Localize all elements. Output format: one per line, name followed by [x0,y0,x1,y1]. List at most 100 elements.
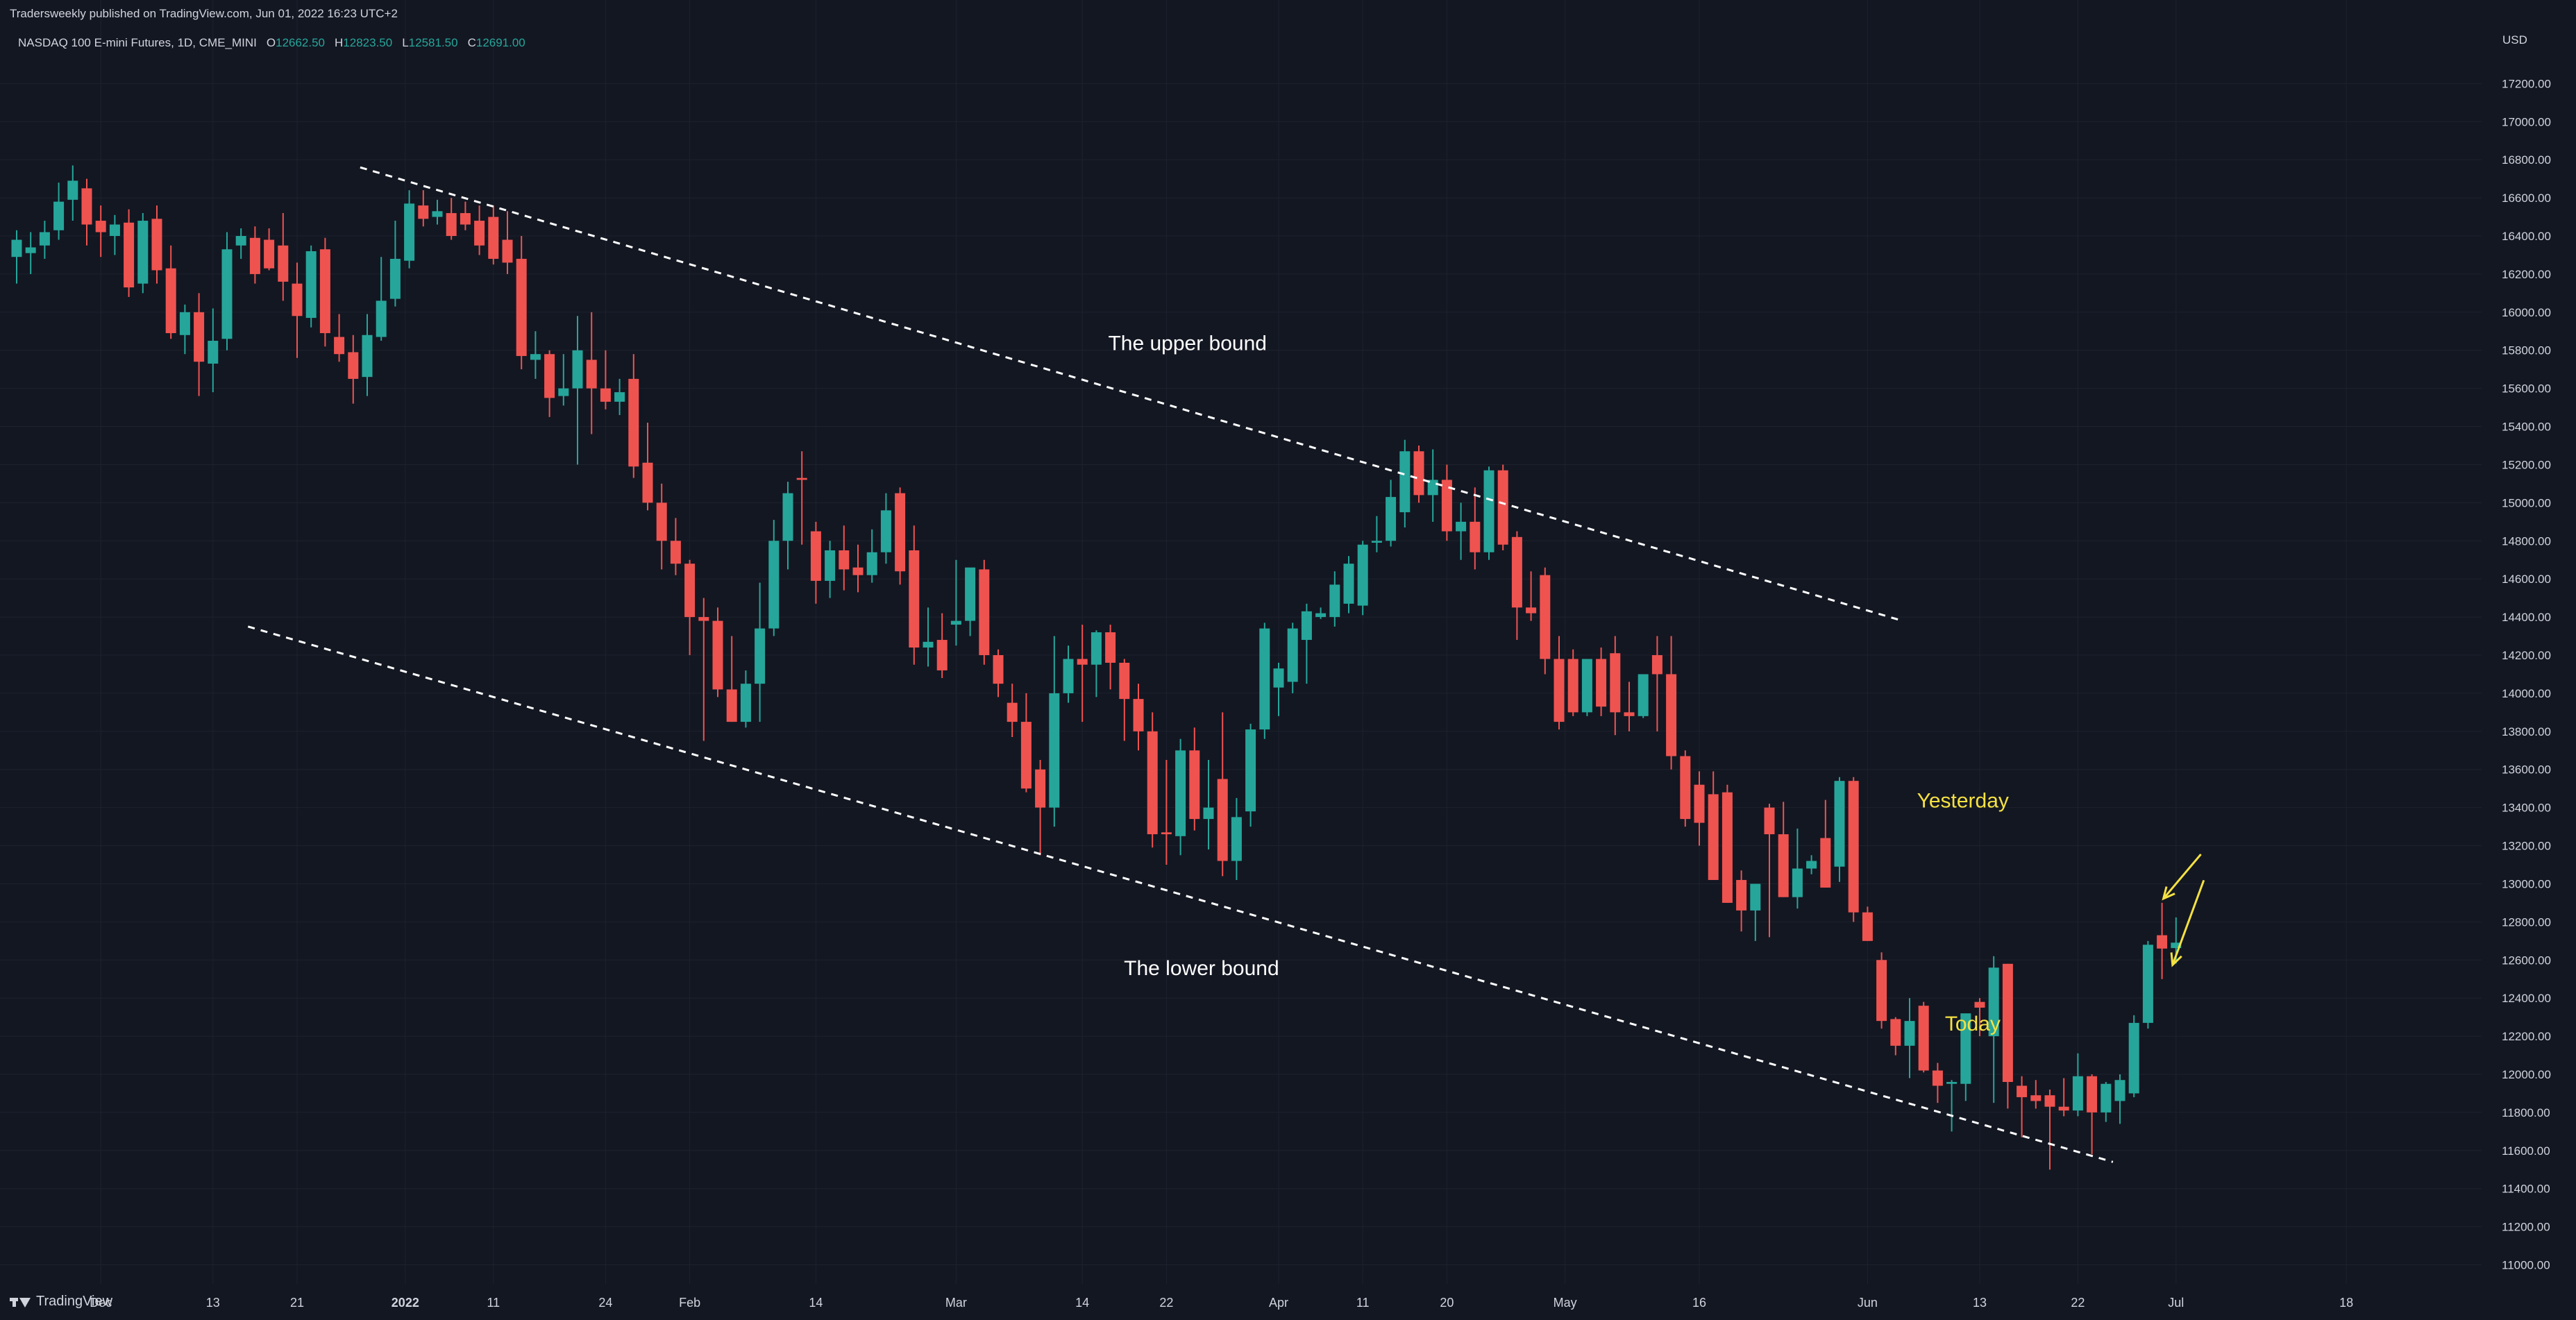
candle-body [1610,653,1621,713]
candle [1596,648,1607,716]
candle-body [670,541,681,564]
candle [1217,712,1228,877]
annotation-label: The lower bound [1124,957,1279,980]
candle-body [810,531,821,581]
candle [474,205,485,255]
upper-trendline[interactable] [360,166,1903,623]
candle [305,245,317,328]
candle [852,544,864,593]
candle-body [235,236,246,246]
candle-body [1511,536,1522,608]
candle-body [1441,480,1452,532]
lower-trendline[interactable] [247,625,2114,1163]
price-tick-label: 14600.00 [2502,573,2551,586]
candle [1567,649,1579,716]
price-tick-label: 15400.00 [2502,421,2551,434]
candle-body [1007,702,1018,722]
candle-body [544,354,555,398]
time-tick-label: 14 [1075,1296,1089,1310]
time-tick-label: 22 [2071,1296,2085,1310]
candle-body [979,569,990,655]
candle [235,228,246,259]
candle [446,198,457,240]
candle [558,354,569,406]
candle-body [137,221,149,284]
price-tick-label: 15000.00 [2502,496,2551,509]
trendlines[interactable] [247,166,2114,1163]
time-tick-label: 13 [1973,1296,1987,1310]
price-tick-label: 14000.00 [2502,687,2551,700]
candle [376,257,387,341]
time-axis[interactable]: Dec 13 21 2022 11 24 Feb 14 Mar 14 22 Apr 11 20 May 16 J… [90,1296,2353,1310]
candle [2017,1076,2028,1137]
candle [656,483,667,570]
time-tick-label: 14 [809,1296,823,1310]
candle-body [1175,750,1186,836]
candle [1708,771,1719,880]
symbol-label: NASDAQ 100 E-mini Futures, 1D, CME_MINI [18,36,257,49]
candle [1666,636,1677,770]
price-tick-label: 17000.00 [2502,115,2551,128]
candle [137,213,149,294]
price-tick-label: 16600.00 [2502,192,2551,205]
candle-body [1946,1081,1958,1084]
candle-body [292,283,303,316]
candle [292,262,303,358]
candle [1077,625,1088,722]
candle [109,214,120,255]
publish-header: Tradersweekly published on TradingView.c… [10,7,398,20]
candle-body [2017,1085,2028,1097]
candle [796,451,807,545]
today-arrow-head [2170,952,2182,967]
candle [1680,750,1691,827]
candle [698,598,709,741]
candle [1483,466,1495,560]
candle-body [1540,575,1551,659]
time-tick-label: Feb [679,1296,700,1310]
candle-body [348,352,359,379]
candle [1329,571,1340,627]
candle-body [1483,470,1495,552]
candle [1960,1013,1971,1101]
candle-body [1147,731,1158,835]
candle [544,350,555,417]
candle [418,190,429,227]
candle-body [782,493,793,541]
price-tick-label: 13000.00 [2502,877,2551,890]
candle [2101,1081,2112,1122]
candle [1624,682,1635,731]
candle-body [839,550,850,570]
annotation-label: Yesterday [1917,790,2009,813]
candle-body [1273,668,1284,688]
price-tick-label: 16800.00 [2502,153,2551,167]
candle [67,165,78,221]
candle-body [1357,544,1368,606]
candle [1890,1017,1901,1056]
candle-body [151,219,162,271]
candle-body [1035,769,1046,808]
candle-body [852,567,864,575]
candle [1119,659,1130,741]
candle-body [1890,1019,1901,1046]
candle-body [432,211,443,217]
candle-body [1651,655,1662,675]
candle-body [1974,1001,1985,1008]
candle-body [993,655,1004,684]
candle-body [1399,451,1411,513]
price-tick-label: 13200.00 [2502,840,2551,853]
candle-body [656,502,667,541]
candle-body [1750,883,1761,911]
candle [1904,998,1915,1078]
candle [909,525,920,665]
candle-body [558,388,569,396]
candle-body [1848,781,1859,913]
candle [642,423,653,511]
candle-body [53,201,65,230]
today-arrow [2171,879,2205,965]
candle-body [866,552,877,575]
candle-body [2101,1083,2112,1112]
candle [334,314,345,362]
candle-body [1918,1006,1929,1071]
price-axis[interactable]: 11000.00 11200.00 11400.00 11600.00 11800.00… [2502,77,2551,1271]
